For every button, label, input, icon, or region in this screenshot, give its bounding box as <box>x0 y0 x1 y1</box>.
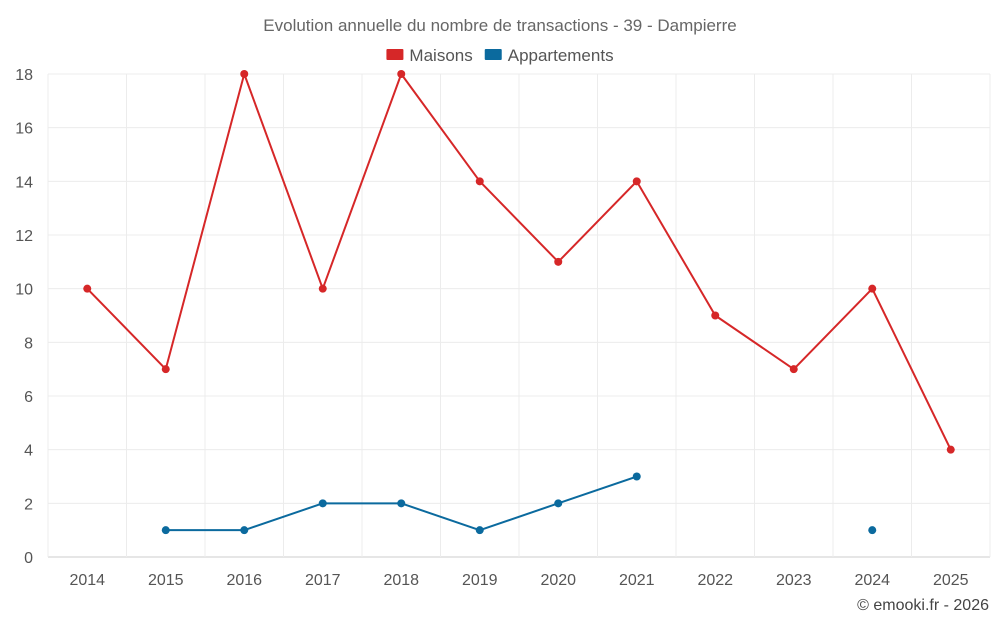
x-tick-label: 2023 <box>776 572 812 589</box>
y-tick-label: 12 <box>15 228 33 245</box>
x-tick-label: 2024 <box>854 572 890 589</box>
y-tick-label: 2 <box>24 496 33 513</box>
x-tick-label: 2017 <box>305 572 341 589</box>
legend: Maisons Appartements <box>386 46 614 65</box>
data-point[interactable] <box>240 70 249 78</box>
series-maisons <box>83 70 955 454</box>
x-tick-label: 2014 <box>69 572 105 589</box>
data-point[interactable] <box>632 472 641 481</box>
legend-label: Appartements <box>508 46 614 65</box>
data-point[interactable] <box>397 499 406 508</box>
data-point[interactable] <box>868 526 877 535</box>
data-point[interactable] <box>946 445 955 454</box>
x-tick-label: 2021 <box>619 572 655 589</box>
x-tick-label: 2022 <box>697 572 733 589</box>
y-tick-label: 8 <box>24 335 33 352</box>
legend-label: Maisons <box>409 46 472 65</box>
y-tick-label: 6 <box>24 389 33 406</box>
data-point[interactable] <box>240 526 249 535</box>
x-tick-label: 2015 <box>148 572 184 589</box>
data-point[interactable] <box>318 284 327 293</box>
series-line <box>86 73 952 451</box>
data-point[interactable] <box>868 284 877 293</box>
y-tick-label: 4 <box>24 443 33 460</box>
data-point[interactable] <box>632 177 641 186</box>
x-axis: 2014 2015 2016 2017 2018 2019 2020 2021 2022 2023… <box>69 572 968 589</box>
data-point[interactable] <box>711 311 720 320</box>
data-point[interactable] <box>554 257 563 266</box>
legend-swatch <box>484 49 502 60</box>
legend-swatch <box>386 49 404 60</box>
y-tick-label: 14 <box>15 174 33 191</box>
data-point[interactable] <box>475 177 484 186</box>
x-tick-label: 2020 <box>540 572 576 589</box>
data-point[interactable] <box>83 284 92 293</box>
data-point[interactable] <box>161 526 170 535</box>
y-axis: 0 2 4 6 8 10 12 14 16 18 <box>15 67 33 567</box>
y-tick-label: 0 <box>24 550 33 567</box>
y-tick-label: 16 <box>15 121 33 138</box>
y-tick-label: 18 <box>15 67 33 84</box>
series-appartements <box>161 472 877 535</box>
data-point[interactable] <box>161 365 170 374</box>
series-layer <box>83 70 955 535</box>
x-tick-label: 2025 <box>933 572 969 589</box>
x-tick-label: 2019 <box>462 572 498 589</box>
data-point[interactable] <box>554 499 563 508</box>
data-point[interactable] <box>789 365 798 374</box>
data-point[interactable] <box>397 70 406 78</box>
x-tick-label: 2018 <box>383 572 419 589</box>
chart-title: Evolution annuelle du nombre de transact… <box>263 16 736 35</box>
data-point[interactable] <box>318 499 327 508</box>
credit-text: © emooki.fr - 2026 <box>857 597 989 614</box>
y-tick-label: 10 <box>15 282 33 299</box>
data-point[interactable] <box>475 526 484 535</box>
x-tick-label: 2016 <box>226 572 262 589</box>
grid <box>47 73 991 558</box>
